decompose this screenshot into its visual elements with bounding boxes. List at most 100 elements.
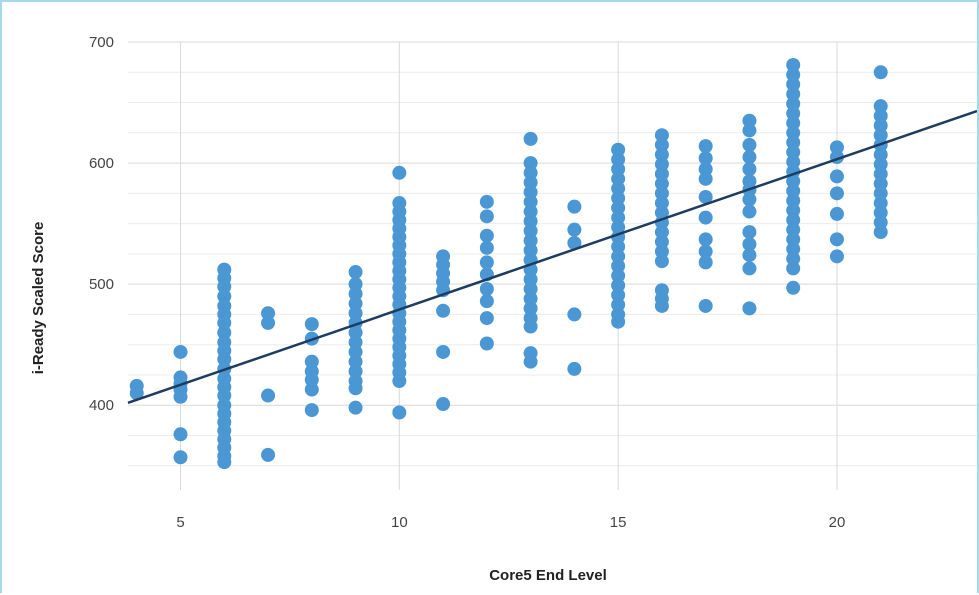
data-point xyxy=(611,162,626,177)
data-point xyxy=(654,186,669,201)
data-point xyxy=(786,251,801,266)
data-point xyxy=(523,272,538,287)
data-point xyxy=(786,106,801,121)
data-point xyxy=(611,314,626,329)
data-point xyxy=(611,181,626,196)
data-point xyxy=(698,298,713,313)
data-point xyxy=(436,344,451,359)
data-point xyxy=(873,186,888,201)
data-point xyxy=(304,403,319,418)
data-point xyxy=(523,175,538,190)
data-point xyxy=(261,315,276,330)
data-point xyxy=(786,77,801,92)
data-point xyxy=(523,301,538,316)
data-point xyxy=(786,145,801,160)
data-point xyxy=(611,171,626,186)
data-point xyxy=(217,455,232,470)
data-point xyxy=(829,140,844,155)
data-point xyxy=(523,214,538,229)
x-tick-label: 10 xyxy=(391,514,408,531)
data-point xyxy=(479,228,494,243)
data-point xyxy=(261,447,276,462)
data-point xyxy=(611,288,626,303)
data-point xyxy=(173,344,188,359)
data-point xyxy=(523,243,538,258)
data-point xyxy=(873,166,888,181)
data-point xyxy=(348,364,363,379)
data-point xyxy=(217,388,232,403)
data-point xyxy=(217,279,232,294)
data-point xyxy=(698,189,713,204)
data-point xyxy=(567,307,582,322)
data-point xyxy=(611,268,626,283)
data-point xyxy=(392,374,407,389)
data-point xyxy=(348,286,363,301)
data-point xyxy=(873,225,888,240)
data-point xyxy=(742,150,757,165)
data-point xyxy=(742,137,757,152)
data-point xyxy=(786,183,801,198)
y-tick-label: 600 xyxy=(89,155,114,172)
data-point xyxy=(698,171,713,186)
data-point xyxy=(742,261,757,276)
data-point xyxy=(611,152,626,167)
data-point xyxy=(873,176,888,191)
data-point xyxy=(611,249,626,264)
data-point xyxy=(873,205,888,220)
data-point xyxy=(873,147,888,162)
data-point xyxy=(786,135,801,150)
data-point xyxy=(173,389,188,404)
point-layer xyxy=(129,58,888,470)
data-point xyxy=(698,232,713,247)
data-point xyxy=(873,128,888,143)
data-point xyxy=(217,289,232,304)
data-point xyxy=(611,191,626,206)
data-point xyxy=(786,261,801,276)
data-point xyxy=(348,306,363,321)
x-tick-label: 5 xyxy=(176,514,184,531)
data-point xyxy=(611,239,626,254)
data-point xyxy=(523,319,538,334)
data-point xyxy=(654,205,669,220)
data-point xyxy=(742,123,757,138)
data-point xyxy=(479,240,494,255)
data-point xyxy=(611,259,626,273)
tick-layer: 400 500 600 700 5 10 15 20 xyxy=(89,34,845,531)
data-point xyxy=(698,210,713,225)
data-point xyxy=(348,381,363,396)
data-point xyxy=(654,298,669,313)
data-point xyxy=(304,382,319,397)
data-point xyxy=(304,354,319,369)
data-point xyxy=(786,212,801,227)
data-point xyxy=(786,174,801,189)
data-point xyxy=(873,118,888,133)
trend-line xyxy=(127,109,977,405)
data-point xyxy=(654,225,669,240)
data-point xyxy=(436,303,451,318)
data-point xyxy=(786,67,801,82)
data-point xyxy=(479,294,494,309)
y-axis-title: i-Ready Scaled Score xyxy=(30,222,47,375)
data-point xyxy=(786,96,801,111)
data-point xyxy=(348,400,363,415)
data-point xyxy=(479,336,494,351)
data-point xyxy=(873,108,888,123)
data-point xyxy=(742,204,757,219)
y-tick-label: 400 xyxy=(89,397,114,414)
data-point xyxy=(654,244,669,259)
data-point xyxy=(479,209,494,224)
data-point xyxy=(523,131,538,146)
data-point xyxy=(567,361,582,376)
data-point xyxy=(261,388,276,403)
data-point xyxy=(742,237,757,252)
data-point xyxy=(523,233,538,248)
data-point xyxy=(348,296,363,311)
data-point xyxy=(742,248,757,263)
data-point xyxy=(479,255,494,270)
data-point xyxy=(348,325,363,340)
data-point xyxy=(786,116,801,131)
data-point xyxy=(523,194,538,209)
data-point xyxy=(654,196,669,211)
data-point xyxy=(698,162,713,177)
